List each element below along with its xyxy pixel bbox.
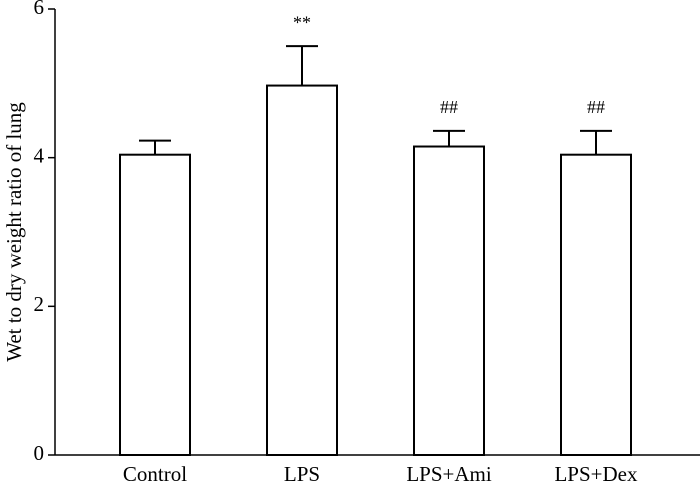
y-axis-label: Wet to dry weight ratio of lung: [2, 102, 26, 362]
y-tick-label: 6: [34, 0, 45, 19]
y-tick-label: 0: [34, 441, 45, 465]
x-tick-label: LPS+Ami: [406, 462, 492, 486]
bar: [560, 153, 632, 456]
bar: [413, 145, 485, 456]
error-bar: [580, 129, 612, 155]
error-bar: [286, 45, 318, 86]
x-tick-label: LPS: [284, 462, 320, 486]
bar: [119, 153, 191, 456]
x-tick-label: LPS+Dex: [554, 462, 638, 486]
annotation: **: [293, 12, 311, 32]
annotation: ##: [587, 97, 605, 117]
x-tick-label: Control: [123, 462, 187, 486]
error-bar: [433, 129, 465, 147]
error-bar: [139, 139, 171, 155]
bar: [266, 84, 338, 457]
y-tick-label: 2: [34, 292, 45, 316]
annotation: ##: [440, 97, 458, 117]
y-tick-label: 4: [34, 143, 45, 167]
